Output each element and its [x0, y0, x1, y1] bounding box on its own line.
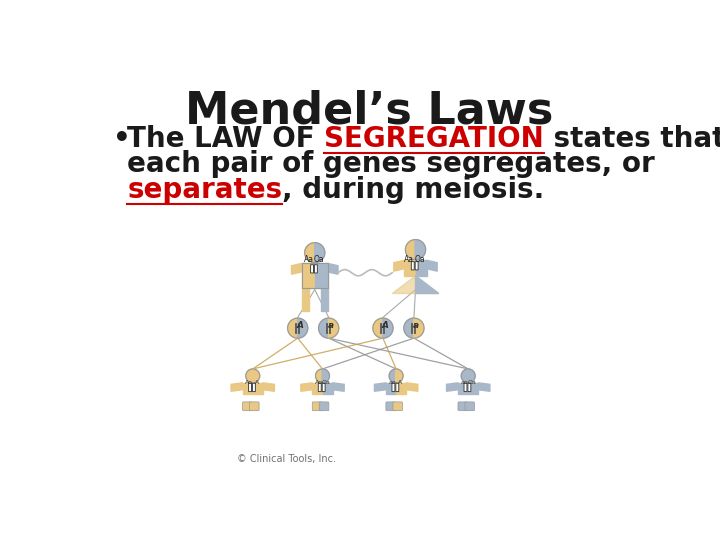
Polygon shape: [468, 369, 475, 383]
Polygon shape: [312, 383, 323, 394]
FancyBboxPatch shape: [250, 402, 259, 411]
Polygon shape: [323, 383, 333, 394]
Text: , during meiosis.: , during meiosis.: [282, 176, 544, 204]
Text: Oa: Oa: [322, 380, 330, 386]
Text: states that: states that: [544, 125, 720, 153]
Text: separates: separates: [127, 176, 282, 204]
FancyBboxPatch shape: [318, 383, 321, 392]
Polygon shape: [321, 288, 328, 311]
FancyBboxPatch shape: [386, 402, 395, 411]
FancyBboxPatch shape: [464, 383, 467, 392]
FancyBboxPatch shape: [411, 261, 414, 270]
Polygon shape: [405, 240, 415, 260]
Text: SEGREGATION: SEGREGATION: [325, 125, 544, 153]
Text: Ao: Ao: [315, 380, 323, 386]
Polygon shape: [315, 369, 323, 383]
Polygon shape: [396, 369, 403, 383]
Text: Aa: Aa: [405, 255, 414, 264]
Polygon shape: [246, 369, 253, 383]
Polygon shape: [315, 242, 325, 262]
Polygon shape: [415, 276, 438, 294]
Text: Oa: Oa: [467, 380, 477, 386]
FancyBboxPatch shape: [415, 261, 418, 270]
Polygon shape: [333, 383, 344, 391]
Polygon shape: [394, 260, 404, 271]
Polygon shape: [396, 383, 406, 394]
Polygon shape: [302, 262, 315, 288]
Text: a: a: [413, 321, 419, 329]
FancyBboxPatch shape: [396, 383, 399, 392]
FancyBboxPatch shape: [393, 402, 402, 411]
Polygon shape: [263, 383, 274, 391]
FancyBboxPatch shape: [243, 402, 252, 411]
Polygon shape: [406, 383, 418, 391]
Polygon shape: [415, 240, 426, 260]
Polygon shape: [458, 383, 468, 394]
Polygon shape: [319, 318, 329, 338]
Polygon shape: [329, 318, 339, 338]
FancyBboxPatch shape: [468, 383, 471, 392]
Text: each pair of genes segregates, or: each pair of genes segregates, or: [127, 150, 655, 178]
FancyBboxPatch shape: [322, 383, 325, 392]
FancyBboxPatch shape: [392, 383, 395, 392]
Polygon shape: [478, 383, 490, 391]
Polygon shape: [389, 369, 396, 383]
Polygon shape: [415, 260, 427, 276]
Text: A: A: [398, 380, 402, 386]
Text: A: A: [382, 321, 389, 329]
Text: Mendel’s Laws: Mendel’s Laws: [185, 90, 553, 132]
FancyBboxPatch shape: [319, 402, 329, 411]
Text: Oa: Oa: [314, 255, 325, 264]
Polygon shape: [462, 369, 468, 383]
Polygon shape: [374, 383, 386, 391]
Polygon shape: [323, 369, 330, 383]
Text: •: •: [113, 125, 131, 153]
Polygon shape: [404, 260, 415, 276]
Text: The LAW OF: The LAW OF: [127, 125, 325, 153]
Polygon shape: [328, 264, 338, 274]
Text: Ao: Ao: [245, 380, 253, 386]
Polygon shape: [253, 383, 263, 394]
Text: A: A: [254, 380, 258, 386]
Polygon shape: [253, 369, 260, 383]
FancyBboxPatch shape: [248, 383, 251, 392]
FancyBboxPatch shape: [310, 265, 313, 273]
Polygon shape: [392, 276, 438, 294]
Polygon shape: [414, 318, 424, 338]
FancyBboxPatch shape: [458, 402, 467, 411]
Polygon shape: [243, 383, 253, 394]
Text: © Clinical Tools, Inc.: © Clinical Tools, Inc.: [238, 454, 336, 464]
Text: ao: ao: [388, 380, 396, 386]
Text: Aa: Aa: [304, 255, 313, 264]
Text: a: a: [328, 321, 334, 329]
Polygon shape: [383, 318, 393, 338]
Polygon shape: [302, 288, 309, 311]
Polygon shape: [468, 383, 478, 394]
FancyBboxPatch shape: [253, 383, 256, 392]
FancyBboxPatch shape: [312, 402, 322, 411]
FancyBboxPatch shape: [465, 402, 474, 411]
Text: A: A: [297, 321, 304, 329]
Polygon shape: [292, 264, 302, 274]
Polygon shape: [404, 318, 414, 338]
Polygon shape: [446, 383, 458, 391]
Text: Oa: Oa: [415, 255, 426, 264]
Polygon shape: [297, 318, 307, 338]
Polygon shape: [373, 318, 383, 338]
Polygon shape: [427, 260, 437, 271]
Polygon shape: [287, 318, 297, 338]
Polygon shape: [305, 242, 315, 262]
Text: ao: ao: [461, 380, 468, 386]
Polygon shape: [386, 383, 396, 394]
Polygon shape: [315, 262, 328, 288]
Polygon shape: [301, 383, 312, 391]
FancyBboxPatch shape: [315, 265, 318, 273]
Polygon shape: [231, 383, 243, 391]
